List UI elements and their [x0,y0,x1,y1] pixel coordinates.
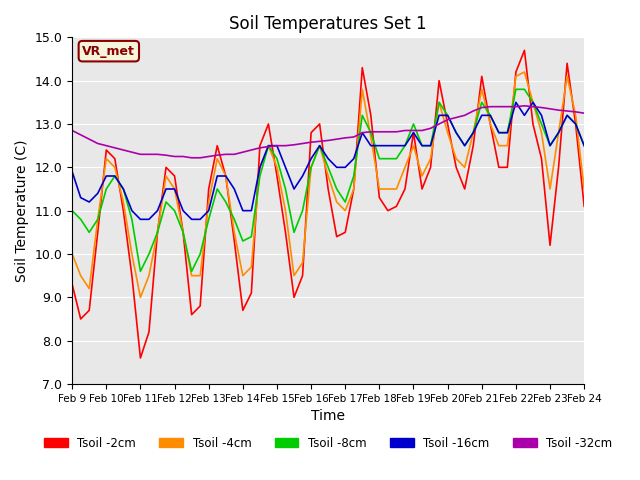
Text: VR_met: VR_met [83,45,135,58]
Legend: Tsoil -2cm, Tsoil -4cm, Tsoil -8cm, Tsoil -16cm, Tsoil -32cm: Tsoil -2cm, Tsoil -4cm, Tsoil -8cm, Tsoi… [39,432,617,455]
Y-axis label: Soil Temperature (C): Soil Temperature (C) [15,139,29,282]
Title: Soil Temperatures Set 1: Soil Temperatures Set 1 [229,15,427,33]
X-axis label: Time: Time [311,409,345,423]
